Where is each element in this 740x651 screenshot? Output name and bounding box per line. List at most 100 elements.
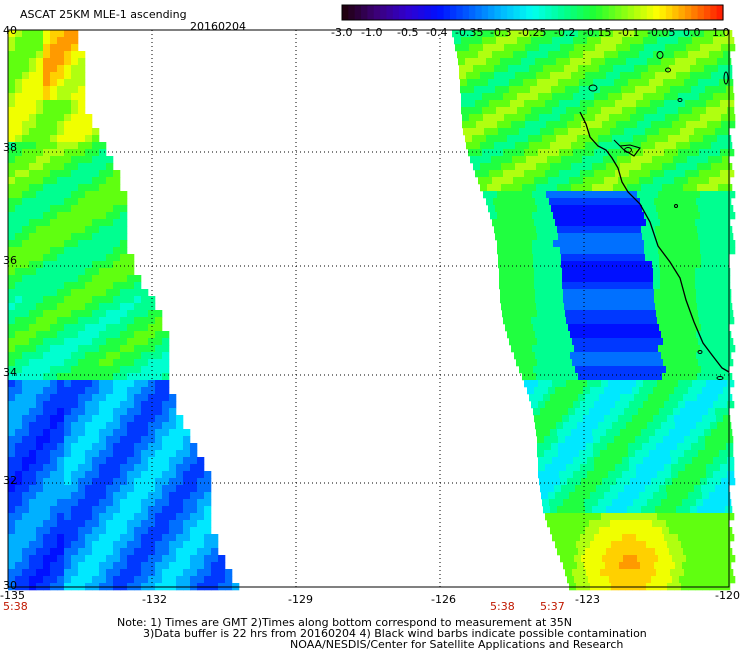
swath-pixel <box>634 65 642 73</box>
swath-pixel <box>50 317 58 325</box>
swath-pixel <box>71 163 79 171</box>
swath-pixel <box>591 562 599 570</box>
swath-pixel <box>632 275 640 283</box>
swath-pixel <box>519 324 527 332</box>
swath-pixel <box>664 100 672 108</box>
swath-pixel <box>575 156 583 164</box>
swath-pixel <box>577 289 585 297</box>
swath-pixel <box>535 198 543 206</box>
swath-pixel <box>613 429 621 437</box>
swath-pixel <box>71 100 79 108</box>
swath-pixel <box>43 156 51 164</box>
swath-pixel <box>155 443 163 451</box>
colorbar-tick: -0.35 <box>455 26 484 39</box>
swath-pixel <box>521 296 529 304</box>
swath-pixel <box>690 142 698 150</box>
swath-pixel <box>689 331 697 339</box>
swath-pixel <box>204 562 212 570</box>
swath-pixel <box>162 415 170 423</box>
colorbar-segment <box>627 5 635 20</box>
swath-pixel <box>663 233 671 241</box>
swath-pixel <box>544 450 552 458</box>
swath-pixel <box>508 142 516 150</box>
swath-pixel <box>623 121 631 129</box>
swath-pixel <box>686 555 694 563</box>
swath-pixel <box>703 422 711 430</box>
swath-pixel <box>685 149 693 157</box>
colorbar-segment <box>691 5 699 20</box>
swath-pixel <box>525 247 533 255</box>
swath-pixel <box>664 534 672 542</box>
swath-pixel <box>134 499 142 507</box>
swath-pixel <box>71 296 79 304</box>
swath-pixel <box>29 359 37 367</box>
swath-pixel <box>612 296 620 304</box>
swath-pixel <box>644 478 652 486</box>
swath-pixel <box>504 44 512 52</box>
swath-pixel <box>478 51 486 59</box>
swath-pixel <box>542 352 550 360</box>
swath-pixel <box>655 527 663 535</box>
swath-pixel <box>659 128 667 136</box>
swath-pixel <box>606 527 614 535</box>
swath-pixel <box>585 373 593 381</box>
coastline-island <box>665 67 671 73</box>
swath-pixel <box>600 310 608 318</box>
swath-pixel <box>617 156 625 164</box>
swath-pixel <box>29 51 37 59</box>
swath-pixel <box>663 443 671 451</box>
swath-pixel <box>598 289 606 297</box>
note-line-3: NOAA/NESDIS/Center for Satellite Applica… <box>290 638 624 651</box>
swath-pixel <box>608 464 616 472</box>
swath-pixel <box>610 254 618 262</box>
swath-pixel <box>693 478 701 486</box>
swath-pixel <box>613 184 621 192</box>
swath-pixel <box>57 436 65 444</box>
swath-pixel <box>22 65 30 73</box>
swath-pixel <box>22 485 30 493</box>
swath-pixel <box>113 240 121 248</box>
swath-pixel <box>508 184 516 192</box>
swath-pixel <box>698 436 706 444</box>
swath-pixel <box>702 415 710 423</box>
swath-pixel <box>714 247 722 255</box>
swath-pixel <box>595 114 603 122</box>
swath-pixel <box>113 422 121 430</box>
swath-pixel <box>29 30 37 38</box>
swath-pixel <box>22 296 30 304</box>
swath-pixel <box>8 394 16 402</box>
swath-pixel <box>678 464 686 472</box>
swath-pixel <box>702 541 710 549</box>
swath-pixel <box>64 205 72 213</box>
swath-pixel <box>615 170 623 178</box>
swath-pixel <box>141 359 149 367</box>
swath-pixel <box>64 142 72 150</box>
swath-pixel <box>204 506 212 514</box>
swath-pixel <box>71 37 79 45</box>
swath-pixel <box>501 184 509 192</box>
swath-pixel <box>561 520 569 528</box>
swath-pixel <box>602 191 610 199</box>
swath-pixel <box>29 184 37 192</box>
swath-pixel <box>655 548 663 556</box>
swath-pixel <box>211 562 219 570</box>
swath-pixel <box>683 142 691 150</box>
swath-pixel <box>120 345 128 353</box>
swath-pixel <box>579 233 587 241</box>
swath-pixel <box>633 352 641 360</box>
swath-pixel <box>694 520 702 528</box>
swath-pixel <box>588 247 596 255</box>
swath-pixel <box>715 324 723 332</box>
swath-pixel <box>708 366 716 374</box>
swath-pixel <box>718 394 726 402</box>
swath-pixel <box>162 408 170 416</box>
swath-pixel <box>511 191 519 199</box>
swath-pixel <box>593 310 601 318</box>
swath-pixel <box>176 415 184 423</box>
swath-pixel <box>8 51 16 59</box>
swath-pixel <box>582 156 590 164</box>
swath-pixel <box>667 415 675 423</box>
swath-pixel <box>493 58 501 66</box>
swath-pixel <box>659 156 667 164</box>
swath-pixel <box>580 401 588 409</box>
